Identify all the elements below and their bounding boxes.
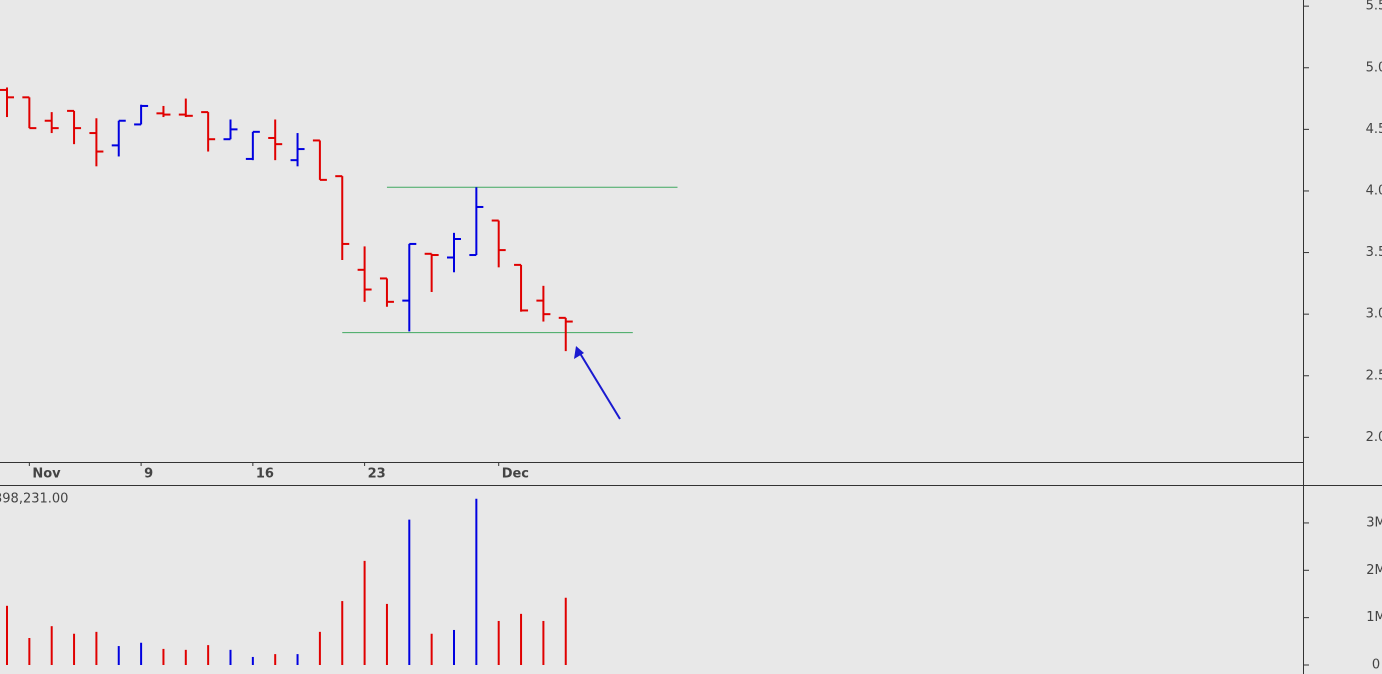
- volume-label: 398,231.00: [0, 492, 68, 507]
- y-tick-label: 2.0: [1366, 430, 1382, 445]
- y-tick-label: 5.5: [1366, 0, 1382, 14]
- y-tick-label: 3M: [1366, 515, 1382, 530]
- y-tick-label: 1M: [1366, 610, 1382, 625]
- x-tick-label: 9: [144, 467, 153, 482]
- x-tick-label: 16: [256, 467, 274, 482]
- arrow-shaft: [577, 349, 621, 420]
- y-tick-label: 3.0: [1366, 307, 1382, 322]
- y-tick-label: 2.5: [1366, 368, 1382, 383]
- y-tick-label: 4.5: [1366, 122, 1382, 137]
- x-tick-label: Dec: [502, 467, 529, 482]
- y-tick-label: 3.5: [1366, 245, 1382, 260]
- x-tick-label: Nov: [32, 467, 61, 482]
- y-tick-label: 5.0: [1366, 60, 1382, 75]
- y-tick-label: 0: [1372, 658, 1380, 673]
- annotation-arrow: [574, 346, 621, 420]
- y-tick-label: 2M: [1366, 563, 1382, 578]
- y-tick-label: 4.0: [1366, 183, 1382, 198]
- arrow-head: [574, 346, 584, 359]
- x-tick-label: 23: [368, 467, 386, 482]
